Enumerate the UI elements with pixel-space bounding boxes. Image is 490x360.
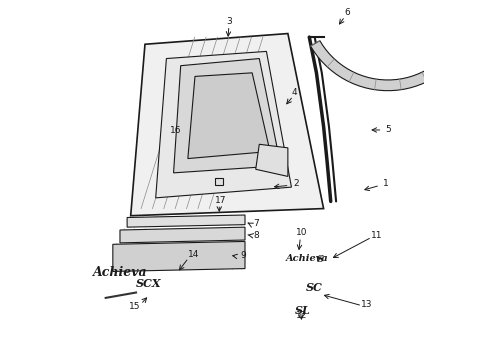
Text: 15: 15 (129, 302, 141, 311)
Text: 6: 6 (344, 8, 350, 17)
Text: 11: 11 (371, 231, 383, 240)
Text: 2: 2 (293, 179, 298, 188)
Polygon shape (127, 215, 245, 227)
Text: 4: 4 (292, 88, 297, 97)
Text: 13: 13 (361, 300, 372, 309)
Text: S: S (317, 255, 323, 264)
Text: 1: 1 (383, 179, 389, 188)
Text: 14: 14 (188, 250, 199, 259)
Text: Achieva: Achieva (286, 254, 329, 263)
Bar (215, 178, 223, 185)
Text: SCX: SCX (136, 278, 162, 289)
Text: 8: 8 (253, 231, 259, 240)
Text: 12: 12 (296, 311, 307, 320)
Text: 9: 9 (240, 251, 245, 260)
Polygon shape (156, 51, 292, 198)
Polygon shape (256, 144, 288, 176)
Text: SC: SC (306, 282, 322, 293)
Text: 16: 16 (171, 126, 182, 135)
Polygon shape (131, 33, 323, 216)
Polygon shape (113, 242, 245, 271)
Text: SL: SL (295, 305, 311, 316)
Polygon shape (173, 59, 281, 173)
Polygon shape (120, 227, 245, 243)
Text: Achieva: Achieva (93, 266, 148, 279)
Text: 5: 5 (385, 125, 391, 134)
Text: 3: 3 (226, 17, 232, 26)
Text: 7: 7 (253, 219, 259, 228)
Polygon shape (311, 41, 465, 91)
Text: 17: 17 (215, 196, 226, 205)
Polygon shape (188, 73, 270, 158)
Text: 10: 10 (295, 228, 307, 237)
